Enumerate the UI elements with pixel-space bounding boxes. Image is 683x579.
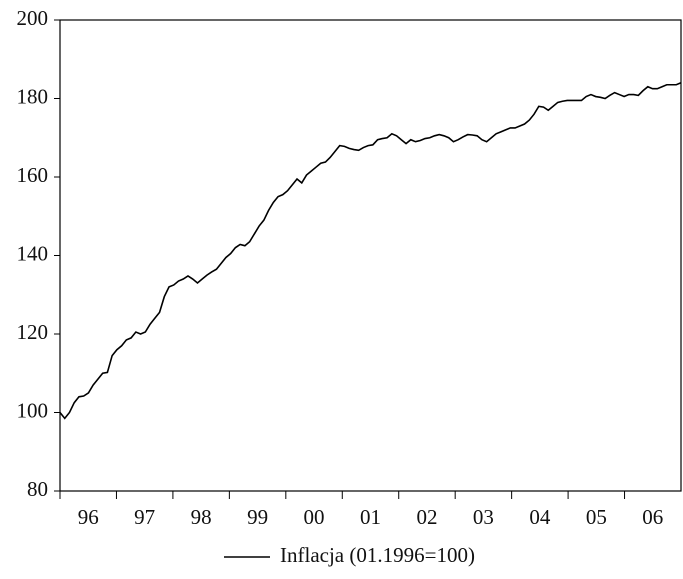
y-tick-label: 80 — [27, 477, 48, 501]
data-line — [59, 82, 682, 420]
x-tick-label: 03 — [473, 505, 494, 529]
x-tick-label: 05 — [586, 505, 607, 529]
x-tick-label: 02 — [416, 505, 437, 529]
y-tick-label: 180 — [17, 84, 49, 108]
x-tick-label: 97 — [134, 505, 155, 529]
x-tick-label: 00 — [304, 505, 325, 529]
y-tick-label: 200 — [17, 6, 49, 30]
y-tick-label: 140 — [17, 241, 49, 265]
y-tick-label: 100 — [17, 398, 49, 422]
plot-frame — [59, 19, 682, 492]
x-tick-label: 99 — [247, 505, 268, 529]
x-tick-label: 06 — [642, 505, 663, 529]
x-tick-label: 98 — [191, 505, 212, 529]
y-tick-label: 120 — [17, 320, 49, 344]
legend-label: Inflacja (01.1996=100) — [280, 543, 475, 567]
x-tick-label: 96 — [78, 505, 99, 529]
y-tick-label: 160 — [17, 163, 49, 187]
x-tick-label: 01 — [360, 505, 381, 529]
x-tick-label: 04 — [529, 505, 551, 529]
